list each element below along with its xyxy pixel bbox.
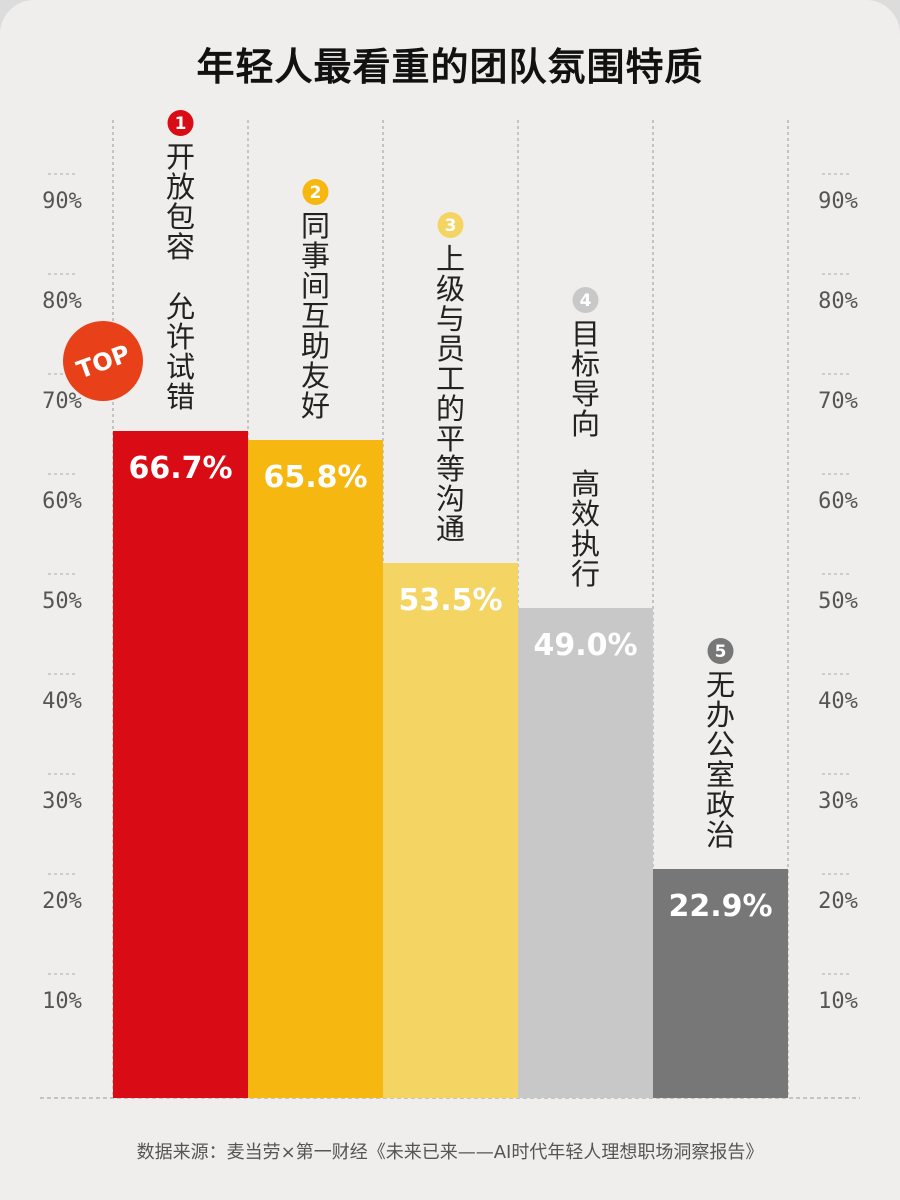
category-label-char: 高 bbox=[571, 467, 600, 501]
category-label-char: 开 bbox=[166, 140, 195, 174]
category-label-char: 错 bbox=[166, 380, 195, 414]
bar bbox=[518, 608, 653, 1098]
category-label-char: 效 bbox=[571, 497, 600, 531]
category-label-char: 互 bbox=[301, 299, 330, 333]
category-label-char: 办 bbox=[706, 698, 735, 732]
source-note: 数据来源：麦当劳×第一财经《未来已来——AI时代年轻人理想职场洞察报告》 bbox=[136, 1142, 764, 1163]
rank-number: 4 bbox=[580, 291, 592, 311]
category-label-char: 试 bbox=[166, 350, 195, 384]
category-label-char: 事 bbox=[301, 239, 330, 273]
y-tick-label-right: 50% bbox=[818, 589, 858, 614]
chart-title: 年轻人最看重的团队氛围特质 bbox=[196, 45, 704, 89]
category-label-char: 无 bbox=[706, 668, 735, 702]
category-label-char: 向 bbox=[571, 407, 600, 441]
category-label-char: 许 bbox=[166, 320, 195, 354]
y-tick-label-right: 20% bbox=[818, 889, 858, 914]
category-label-char: 上 bbox=[436, 242, 465, 276]
category-label-char: 允 bbox=[166, 290, 195, 324]
data-label: 49.0% bbox=[533, 628, 637, 663]
data-label: 66.7% bbox=[128, 451, 232, 486]
category-label-char: 等 bbox=[436, 452, 465, 486]
rank-number: 1 bbox=[175, 114, 187, 134]
data-label: 53.5% bbox=[398, 583, 502, 618]
y-tick-label-right: 30% bbox=[818, 789, 858, 814]
bar bbox=[653, 869, 788, 1098]
category-label-char: 导 bbox=[571, 377, 600, 411]
data-label: 22.9% bbox=[668, 889, 772, 924]
top-badge bbox=[63, 321, 143, 401]
y-tick-label-right: 60% bbox=[818, 489, 858, 514]
category-label-char: 行 bbox=[571, 557, 600, 591]
rank-number: 5 bbox=[715, 642, 727, 662]
y-tick-label-left: 30% bbox=[42, 789, 82, 814]
category-label-char: 工 bbox=[436, 362, 465, 396]
category-label-char: 治 bbox=[706, 818, 735, 852]
category-label-char: 沟 bbox=[436, 482, 465, 516]
category-label-char: 员 bbox=[436, 332, 465, 366]
category-label-char: 容 bbox=[166, 230, 195, 264]
y-tick-label-left: 10% bbox=[42, 989, 82, 1014]
y-tick-label-left: 70% bbox=[42, 389, 82, 414]
category-label-char: 级 bbox=[436, 272, 465, 306]
y-tick-label-left: 60% bbox=[42, 489, 82, 514]
rank-number: 3 bbox=[445, 216, 457, 236]
y-tick-label-left: 50% bbox=[42, 589, 82, 614]
y-tick-label-right: 10% bbox=[818, 989, 858, 1014]
y-tick-label-left: 90% bbox=[42, 189, 82, 214]
category-label-char: 助 bbox=[301, 329, 330, 363]
y-tick-label-right: 40% bbox=[818, 689, 858, 714]
y-tick-label-left: 20% bbox=[42, 889, 82, 914]
category-label-char: 同 bbox=[301, 209, 330, 243]
bar bbox=[248, 440, 383, 1098]
category-label-char: 公 bbox=[706, 728, 735, 762]
rank-badge bbox=[302, 179, 329, 205]
rank-badge bbox=[572, 287, 599, 313]
y-tick-label-right: 90% bbox=[818, 189, 858, 214]
category-label-char: 放 bbox=[166, 170, 195, 204]
rank-badge bbox=[437, 212, 464, 238]
category-label-char: 间 bbox=[301, 269, 330, 303]
category-label-char: 的 bbox=[436, 392, 465, 426]
category-label-char: 执 bbox=[571, 527, 600, 561]
category-label-char: 通 bbox=[436, 512, 465, 546]
bar bbox=[113, 431, 248, 1098]
y-tick-label-right: 80% bbox=[818, 289, 858, 314]
category-label-char: 包 bbox=[166, 200, 195, 234]
data-label: 65.8% bbox=[263, 460, 367, 495]
y-tick-label-left: 80% bbox=[42, 289, 82, 314]
category-label-char: 目 bbox=[571, 317, 600, 351]
category-label-char: 平 bbox=[436, 422, 465, 456]
y-tick-label-right: 70% bbox=[818, 389, 858, 414]
category-label-char: 政 bbox=[706, 788, 735, 822]
category-label-char: 好 bbox=[301, 389, 330, 423]
category-label-char: 室 bbox=[706, 758, 735, 792]
bar bbox=[383, 563, 518, 1098]
category-label-char: 友 bbox=[301, 359, 330, 393]
y-tick-label-left: 40% bbox=[42, 689, 82, 714]
category-label-char: 标 bbox=[571, 347, 600, 381]
category-label-char: 与 bbox=[436, 302, 465, 336]
rank-badge bbox=[707, 638, 734, 664]
rank-badge bbox=[167, 110, 194, 136]
rank-number: 2 bbox=[310, 183, 322, 203]
